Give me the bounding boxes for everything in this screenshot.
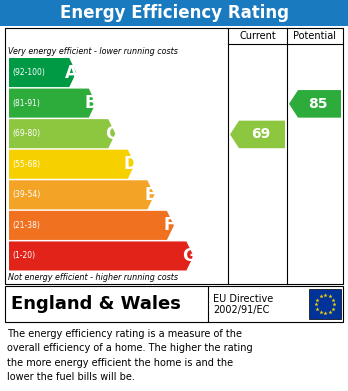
Text: 69: 69 bbox=[251, 127, 270, 142]
Text: F: F bbox=[164, 216, 175, 234]
Bar bbox=[309, 289, 341, 319]
Text: D: D bbox=[124, 155, 137, 173]
Polygon shape bbox=[230, 121, 285, 148]
Bar bbox=[5, 28, 343, 284]
Text: EU Directive: EU Directive bbox=[213, 294, 273, 304]
Text: (39-54): (39-54) bbox=[12, 190, 40, 199]
Text: (21-38): (21-38) bbox=[12, 221, 40, 230]
Text: The energy efficiency rating is a measure of the
overall efficiency of a home. T: The energy efficiency rating is a measur… bbox=[7, 329, 253, 382]
Text: (69-80): (69-80) bbox=[12, 129, 40, 138]
Polygon shape bbox=[9, 89, 96, 118]
Text: A: A bbox=[65, 63, 78, 82]
Text: (1-20): (1-20) bbox=[12, 251, 35, 260]
Text: Current: Current bbox=[239, 31, 276, 41]
Bar bbox=[0, 0, 348, 26]
Text: (55-68): (55-68) bbox=[12, 160, 40, 169]
Bar bbox=[5, 286, 343, 322]
Text: Not energy efficient - higher running costs: Not energy efficient - higher running co… bbox=[8, 273, 178, 283]
Text: 85: 85 bbox=[308, 97, 328, 111]
Polygon shape bbox=[9, 241, 193, 271]
Polygon shape bbox=[9, 58, 76, 87]
Text: Energy Efficiency Rating: Energy Efficiency Rating bbox=[60, 4, 288, 22]
Text: G: G bbox=[182, 247, 196, 265]
Polygon shape bbox=[9, 119, 115, 148]
Text: C: C bbox=[105, 125, 117, 143]
Text: Very energy efficient - lower running costs: Very energy efficient - lower running co… bbox=[8, 47, 178, 56]
Text: England & Wales: England & Wales bbox=[11, 295, 181, 313]
Text: (81-91): (81-91) bbox=[12, 99, 40, 108]
Text: B: B bbox=[85, 94, 97, 112]
Polygon shape bbox=[289, 90, 341, 118]
Text: (92-100): (92-100) bbox=[12, 68, 45, 77]
Polygon shape bbox=[9, 211, 174, 240]
Text: Potential: Potential bbox=[293, 31, 337, 41]
Text: E: E bbox=[144, 186, 156, 204]
Text: 2002/91/EC: 2002/91/EC bbox=[213, 305, 269, 315]
Polygon shape bbox=[9, 150, 135, 179]
Polygon shape bbox=[9, 180, 155, 209]
